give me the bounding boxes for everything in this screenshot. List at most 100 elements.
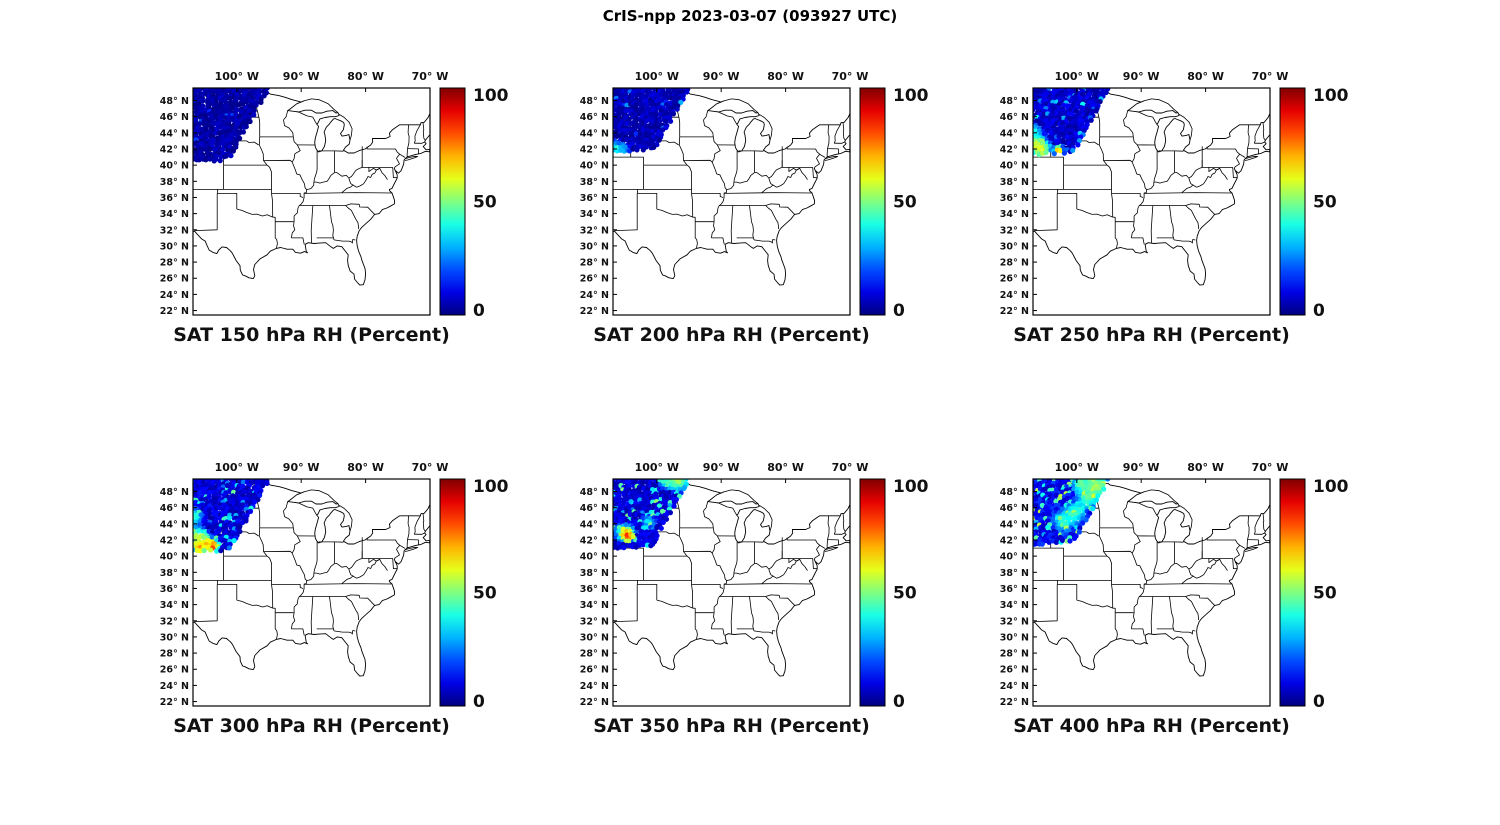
colorbar-tick-label: 50 [893, 584, 917, 604]
state-border [263, 159, 293, 163]
lat-tick-label: 32° N [160, 225, 189, 236]
lat-tick-label: 28° N [160, 649, 189, 660]
colorbar-tick-label: 0 [893, 692, 905, 711]
rh-dot [230, 148, 236, 154]
state-border [703, 501, 709, 512]
state-border [258, 117, 261, 137]
rh-dot [671, 503, 677, 509]
state-border [812, 558, 818, 570]
map-frame [612, 478, 851, 707]
state-border [313, 541, 318, 574]
map-frame [1032, 87, 1271, 316]
rh-dot [1097, 99, 1103, 105]
rh-dot [616, 525, 622, 531]
rh-dot [630, 146, 636, 152]
lat-tick-label: 22° N [1000, 306, 1029, 317]
rh-dot [633, 544, 639, 550]
lon-tick-label: 80° W [767, 70, 804, 83]
colorbar-tick-label: 100 [893, 86, 929, 106]
rh-dot [226, 515, 233, 521]
state-border [263, 550, 293, 554]
state-border [1150, 596, 1154, 634]
lat-tick-label: 24° N [1000, 290, 1029, 301]
state-border [749, 596, 755, 632]
rh-dot [1056, 503, 1062, 509]
state-border [726, 160, 783, 190]
lon-tick-label: 90° W [283, 461, 320, 474]
lat-tick-label: 40° N [1000, 552, 1029, 563]
colorbar-tick-label: 100 [893, 477, 929, 497]
rh-dot [678, 99, 684, 105]
state-border [768, 178, 774, 186]
rh-dot [203, 515, 209, 521]
colorbar-tick-label: 100 [1313, 477, 1349, 497]
rh-dot [1033, 150, 1036, 156]
rh-dot [629, 492, 635, 498]
lat-tick-label: 44° N [160, 519, 189, 530]
state-border [345, 596, 359, 620]
rh-dot [203, 157, 209, 163]
state-border [1173, 630, 1196, 635]
lat-tick-label: 34° N [160, 209, 189, 220]
state-border [1192, 559, 1220, 579]
panel-title-150hPa: SAT 150 hPa RH (Percent) [173, 324, 450, 346]
state-border [338, 113, 353, 141]
rh-dot [233, 98, 239, 104]
state-border [272, 607, 278, 640]
rh-dot [207, 489, 213, 495]
state-border [303, 98, 339, 113]
state-border [414, 532, 425, 535]
lat-tick-label: 42° N [160, 144, 189, 155]
state-border [1034, 584, 1058, 622]
rh-dot [644, 118, 650, 124]
state-border [827, 148, 839, 154]
rh-dot [674, 98, 680, 104]
rh-dot [663, 516, 670, 522]
state-border [678, 117, 681, 137]
state-border [341, 184, 354, 193]
lat-tick-label: 44° N [160, 128, 189, 139]
state-border [691, 584, 694, 609]
rh-dot [217, 158, 223, 164]
state-border [352, 559, 380, 579]
state-border [826, 148, 828, 158]
lat-tick-label: 26° N [1000, 274, 1029, 285]
rh-dot [684, 89, 690, 95]
lon-tick-label: 100° W [215, 70, 259, 83]
state-border [1111, 584, 1114, 609]
rh-dot [623, 108, 629, 114]
lon-tick-label: 70° W [412, 70, 449, 83]
state-border [1123, 501, 1129, 512]
state-border [1192, 168, 1220, 188]
lat-tick-label: 46° N [1000, 503, 1029, 514]
state-border [366, 146, 401, 169]
state-border [298, 502, 318, 516]
lat-tick-label: 30° N [1000, 632, 1029, 643]
state-border [703, 510, 727, 581]
colorbar-tick-label: 100 [473, 477, 509, 497]
colorbar-tick-label: 0 [1313, 692, 1325, 711]
state-border [1076, 208, 1113, 218]
lat-tick-label: 28° N [580, 649, 609, 660]
state-border [1262, 513, 1266, 532]
state-border [765, 203, 796, 215]
colorbar-tick-label: 50 [473, 193, 497, 213]
state-border [786, 537, 821, 560]
rh-dot [1040, 140, 1046, 146]
lat-tick-label: 32° N [1000, 225, 1029, 236]
lat-tick-label: 26° N [580, 274, 609, 285]
state-border [691, 193, 694, 218]
state-border [1188, 178, 1194, 186]
state-border [1111, 193, 1114, 218]
rh-dot [1081, 499, 1087, 505]
lat-tick-label: 26° N [580, 665, 609, 676]
rh-dot [1066, 111, 1072, 117]
state-border [1098, 527, 1108, 557]
state-border [1131, 580, 1148, 629]
rh-dot [630, 534, 636, 540]
lat-tick-label: 44° N [1000, 128, 1029, 139]
state-border [422, 122, 426, 141]
state-border [683, 159, 713, 163]
state-border [1254, 532, 1265, 535]
lat-tick-label: 34° N [1000, 209, 1029, 220]
